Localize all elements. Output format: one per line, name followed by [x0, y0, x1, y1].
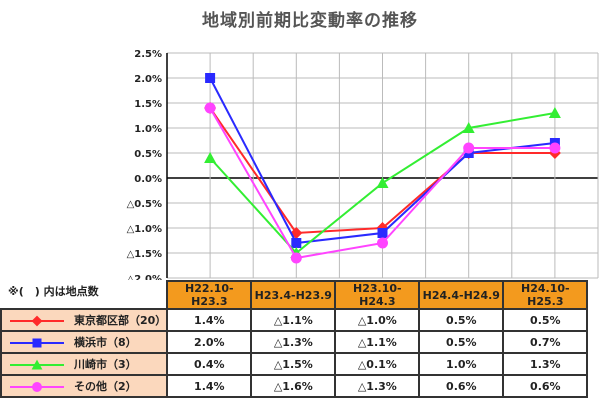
table-cell: 1.3%	[502, 352, 589, 376]
legend-marker-icon	[10, 315, 64, 327]
legend-label: 横浜市（8）	[74, 336, 137, 349]
table-cell: 0.7%	[502, 330, 589, 354]
table-row: 横浜市（8） 2.0% △1.3% △1.1% 0.5% 0.7%	[0, 330, 589, 354]
legend-marker	[31, 359, 43, 370]
table-row: 東京都区部（20） 1.4% △1.1% △1.0% 0.5% 0.5%	[0, 308, 589, 332]
data-point-1-0	[205, 73, 216, 83]
table-row: その他（2） 1.4% △1.6% △1.3% 0.6% 0.6%	[0, 374, 589, 398]
table-cell: 0.5%	[502, 308, 589, 332]
y-tick-label: 0.0%	[134, 174, 162, 185]
data-point-3-4	[549, 142, 561, 154]
table-note: ※( ) 内は地点数	[8, 285, 99, 298]
table-cell: △1.3%	[334, 374, 421, 398]
table-cell: 1.4%	[166, 308, 253, 332]
y-tick-label: △1.0%	[127, 224, 162, 235]
table-header-2: H23.10-H24.3	[334, 280, 421, 310]
y-tick-label: 1.5%	[134, 99, 162, 110]
data-point-2-2	[376, 177, 389, 188]
table-cell: △0.1%	[334, 352, 421, 376]
legend-marker-icon	[10, 338, 64, 348]
table-cell: △1.5%	[250, 352, 337, 376]
table-header-3: H24.4-H24.9	[418, 280, 505, 310]
legend-marker-icon	[10, 359, 64, 370]
legend-label: 川崎市（3）	[74, 358, 137, 371]
legend-marker	[32, 338, 42, 348]
data-point-3-2	[377, 237, 388, 249]
data-point-2-4	[548, 107, 561, 118]
data-point-3-1	[290, 252, 302, 264]
table-header-0: H22.10-H23.3	[166, 280, 253, 310]
y-tick-label: 2.5%	[134, 49, 162, 60]
chart-title: 地域別前期比変動率の推移	[202, 11, 418, 31]
data-point-3-0	[204, 102, 216, 114]
table-cell: △1.1%	[334, 330, 421, 354]
table-cell: △1.6%	[250, 374, 337, 398]
y-tick-label: 2.0%	[134, 74, 162, 85]
legend-entry: 横浜市（8）	[0, 330, 169, 354]
table-cell: 1.4%	[166, 374, 253, 398]
table-cell: 0.4%	[166, 352, 253, 376]
legend-marker	[32, 382, 42, 392]
legend-marker-icon	[10, 382, 64, 392]
table-cell: 0.5%	[418, 308, 505, 332]
y-tick-label: 1.0%	[134, 124, 162, 135]
legend-marker	[31, 315, 43, 327]
table-cell: 1.0%	[418, 352, 505, 376]
legend-entry: その他（2）	[0, 374, 169, 398]
table-header-4: H24.10-H25.3	[502, 280, 589, 310]
data-point-2-3	[462, 122, 475, 133]
table-cell: 0.6%	[418, 374, 505, 398]
table-corner	[1, 281, 167, 309]
table-cell: △1.3%	[250, 330, 337, 354]
data-point-1-2	[377, 228, 388, 238]
y-tick-label: 0.5%	[134, 149, 162, 160]
data-point-1-1	[291, 238, 302, 248]
data-table: H22.10-H23.3 H23.4-H23.9 H23.10-H24.3 H24.4…	[0, 280, 589, 398]
data-point-3-3	[463, 142, 475, 154]
y-tick-label: △0.5%	[127, 199, 162, 210]
table-cell: 0.5%	[418, 330, 505, 354]
table-cell: △1.0%	[334, 308, 421, 332]
legend-label: その他（2）	[74, 380, 137, 393]
table-row: 川崎市（3） 0.4% △1.5% △0.1% 1.0% 1.3%	[0, 352, 589, 376]
table-cell: 0.6%	[502, 374, 589, 398]
legend-entry: 川崎市（3）	[0, 352, 169, 376]
line-chart: 2.5% 2.0% 1.5% 1.0% 0.5% 0.0% △0.5% △1.0% △1.5% △…	[127, 49, 599, 280]
table-header-1: H23.4-H23.9	[250, 280, 337, 310]
legend-label: 東京都区部（20）	[74, 314, 167, 327]
y-tick-label: △2.0%	[127, 274, 162, 280]
data-point-2-0	[204, 152, 217, 163]
y-tick-label: △1.5%	[127, 249, 162, 260]
legend-entry: 東京都区部（20）	[0, 308, 169, 332]
table-cell: 2.0%	[166, 330, 253, 354]
table-cell: △1.1%	[250, 308, 337, 332]
